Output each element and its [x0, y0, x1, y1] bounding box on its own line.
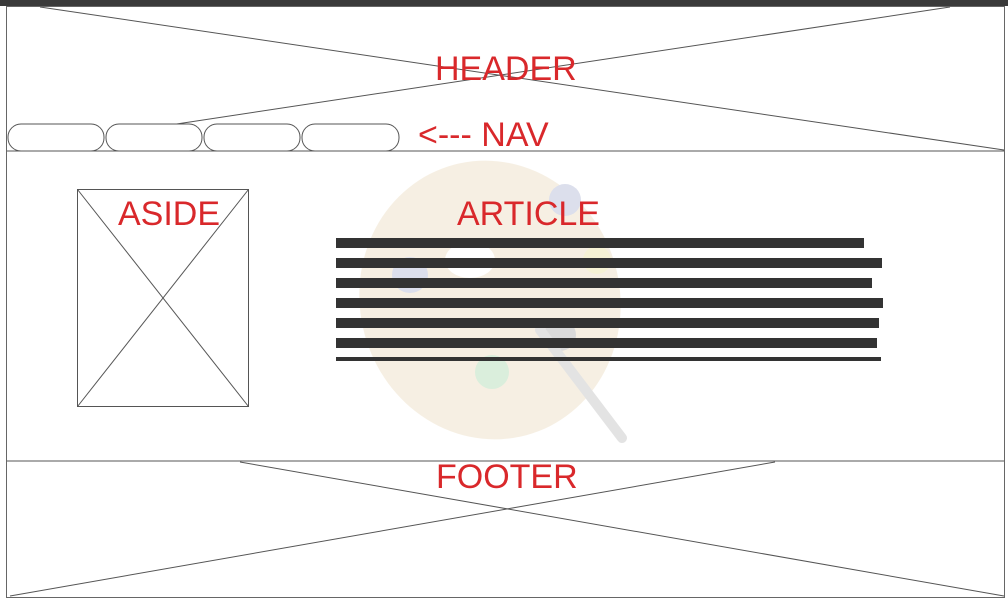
- text-line: [336, 238, 864, 248]
- text-line: [336, 338, 877, 348]
- text-line: [336, 318, 879, 328]
- text-line: [336, 258, 882, 268]
- header-label: HEADER: [435, 50, 577, 88]
- footer-label: FOOTER: [436, 458, 578, 496]
- article-label: ARTICLE: [457, 195, 600, 233]
- nav-tab[interactable]: [7, 123, 105, 152]
- nav-label: <--- NAV: [418, 116, 549, 154]
- aside-label: ASIDE: [118, 195, 221, 233]
- nav-tabs: [7, 123, 400, 152]
- text-line: [336, 357, 881, 361]
- header-region: [39, 6, 1005, 151]
- footer-region: [9, 461, 1005, 597]
- nav-tab[interactable]: [105, 123, 203, 152]
- aside-box: [77, 189, 249, 407]
- page-frame: [6, 6, 1005, 598]
- top-bar: [0, 0, 1008, 6]
- text-line: [336, 278, 872, 288]
- text-line: [336, 298, 883, 308]
- nav-tab[interactable]: [203, 123, 301, 152]
- nav-tab[interactable]: [301, 123, 400, 152]
- article-text-block: [336, 238, 883, 361]
